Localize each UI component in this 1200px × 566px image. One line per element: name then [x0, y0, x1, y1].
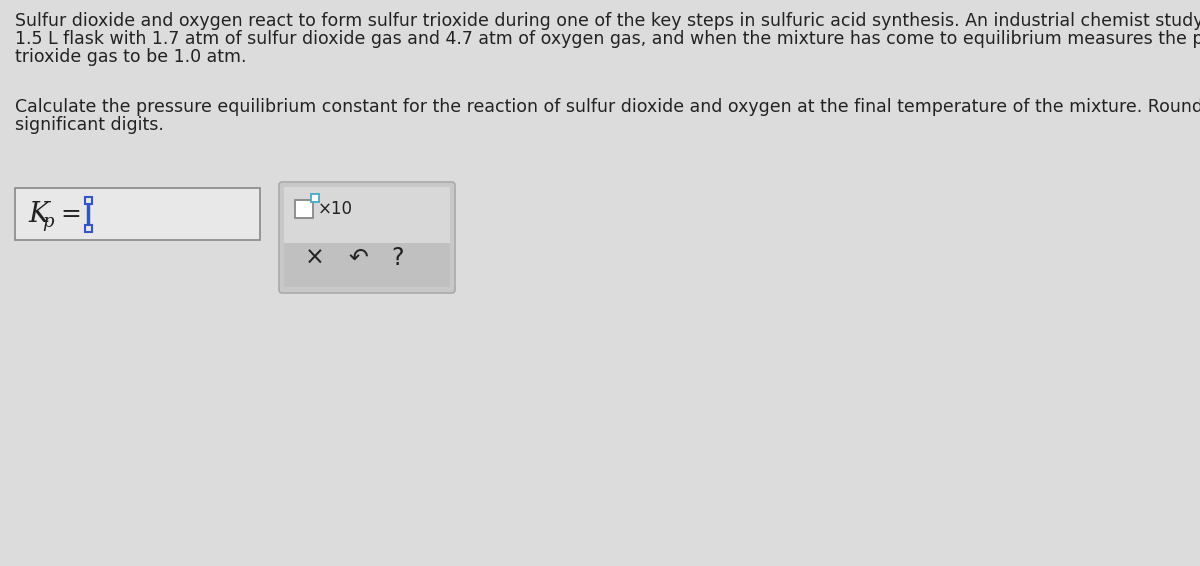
FancyBboxPatch shape — [284, 187, 450, 244]
Bar — [84, 196, 91, 204]
Text: p: p — [42, 213, 54, 231]
Text: ×10: ×10 — [318, 200, 353, 218]
Text: =: = — [60, 202, 80, 226]
Text: significant digits.: significant digits. — [14, 116, 164, 134]
Text: Sulfur dioxide and oxygen react to form sulfur trioxide during one of the key st: Sulfur dioxide and oxygen react to form … — [14, 12, 1200, 30]
Bar — [295, 200, 313, 218]
Text: ↶: ↶ — [348, 246, 368, 270]
Text: K: K — [28, 200, 49, 228]
FancyBboxPatch shape — [14, 188, 260, 240]
Text: ?: ? — [391, 246, 404, 270]
Text: ×: × — [305, 246, 325, 270]
Bar — [311, 194, 319, 202]
FancyBboxPatch shape — [278, 182, 455, 293]
Text: Calculate the pressure equilibrium constant for the reaction of sulfur dioxide a: Calculate the pressure equilibrium const… — [14, 98, 1200, 116]
Bar — [84, 225, 91, 231]
FancyBboxPatch shape — [284, 243, 450, 287]
Text: trioxide gas to be 1.0 atm.: trioxide gas to be 1.0 atm. — [14, 48, 246, 66]
Text: 1.5 L flask with 1.7 atm of sulfur dioxide gas and 4.7 atm of oxygen gas, and wh: 1.5 L flask with 1.7 atm of sulfur dioxi… — [14, 30, 1200, 48]
